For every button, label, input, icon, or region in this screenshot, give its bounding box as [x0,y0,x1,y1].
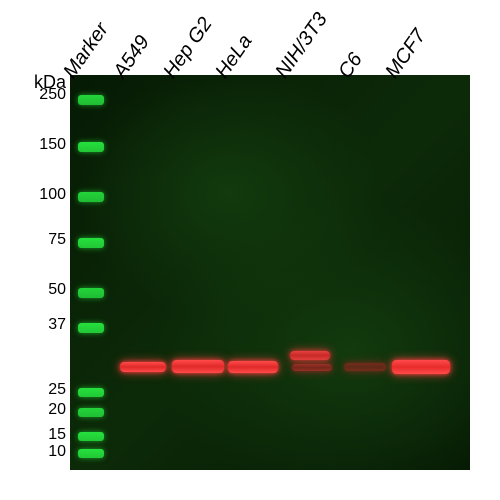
ladder-band [78,432,104,441]
signal-band [392,360,450,374]
kda-tick-label: 15 [28,426,66,444]
kda-tick-label: 75 [28,231,66,249]
kda-tick-label: 10 [28,443,66,461]
signal-band [292,364,332,371]
ladder-band [78,192,104,202]
western-blot-figure: kDa 25015010075503725201510MarkerA549Hep… [0,0,500,500]
ladder-band [78,142,104,152]
ladder-band [78,95,104,105]
lane-label: Marker [59,19,114,83]
kda-tick-label: 37 [28,316,66,334]
lane-label: NIH/3T3 [271,9,333,83]
signal-band [120,362,166,372]
signal-band [290,351,330,360]
ladder-band [78,238,104,248]
kda-tick-label: 25 [28,381,66,399]
lane-label: Hep G2 [159,13,217,83]
blot-membrane [70,75,470,470]
kda-tick-label: 250 [28,86,66,104]
kda-tick-label: 150 [28,136,66,154]
kda-tick-label: 50 [28,281,66,299]
ladder-band [78,323,104,333]
ladder-band [78,388,104,397]
signal-band [344,363,386,371]
kda-tick-label: 100 [28,186,66,204]
kda-tick-label: 20 [28,401,66,419]
ladder-band [78,449,104,458]
ladder-band [78,288,104,298]
signal-band [228,361,278,373]
signal-band [172,360,224,373]
ladder-band [78,408,104,417]
